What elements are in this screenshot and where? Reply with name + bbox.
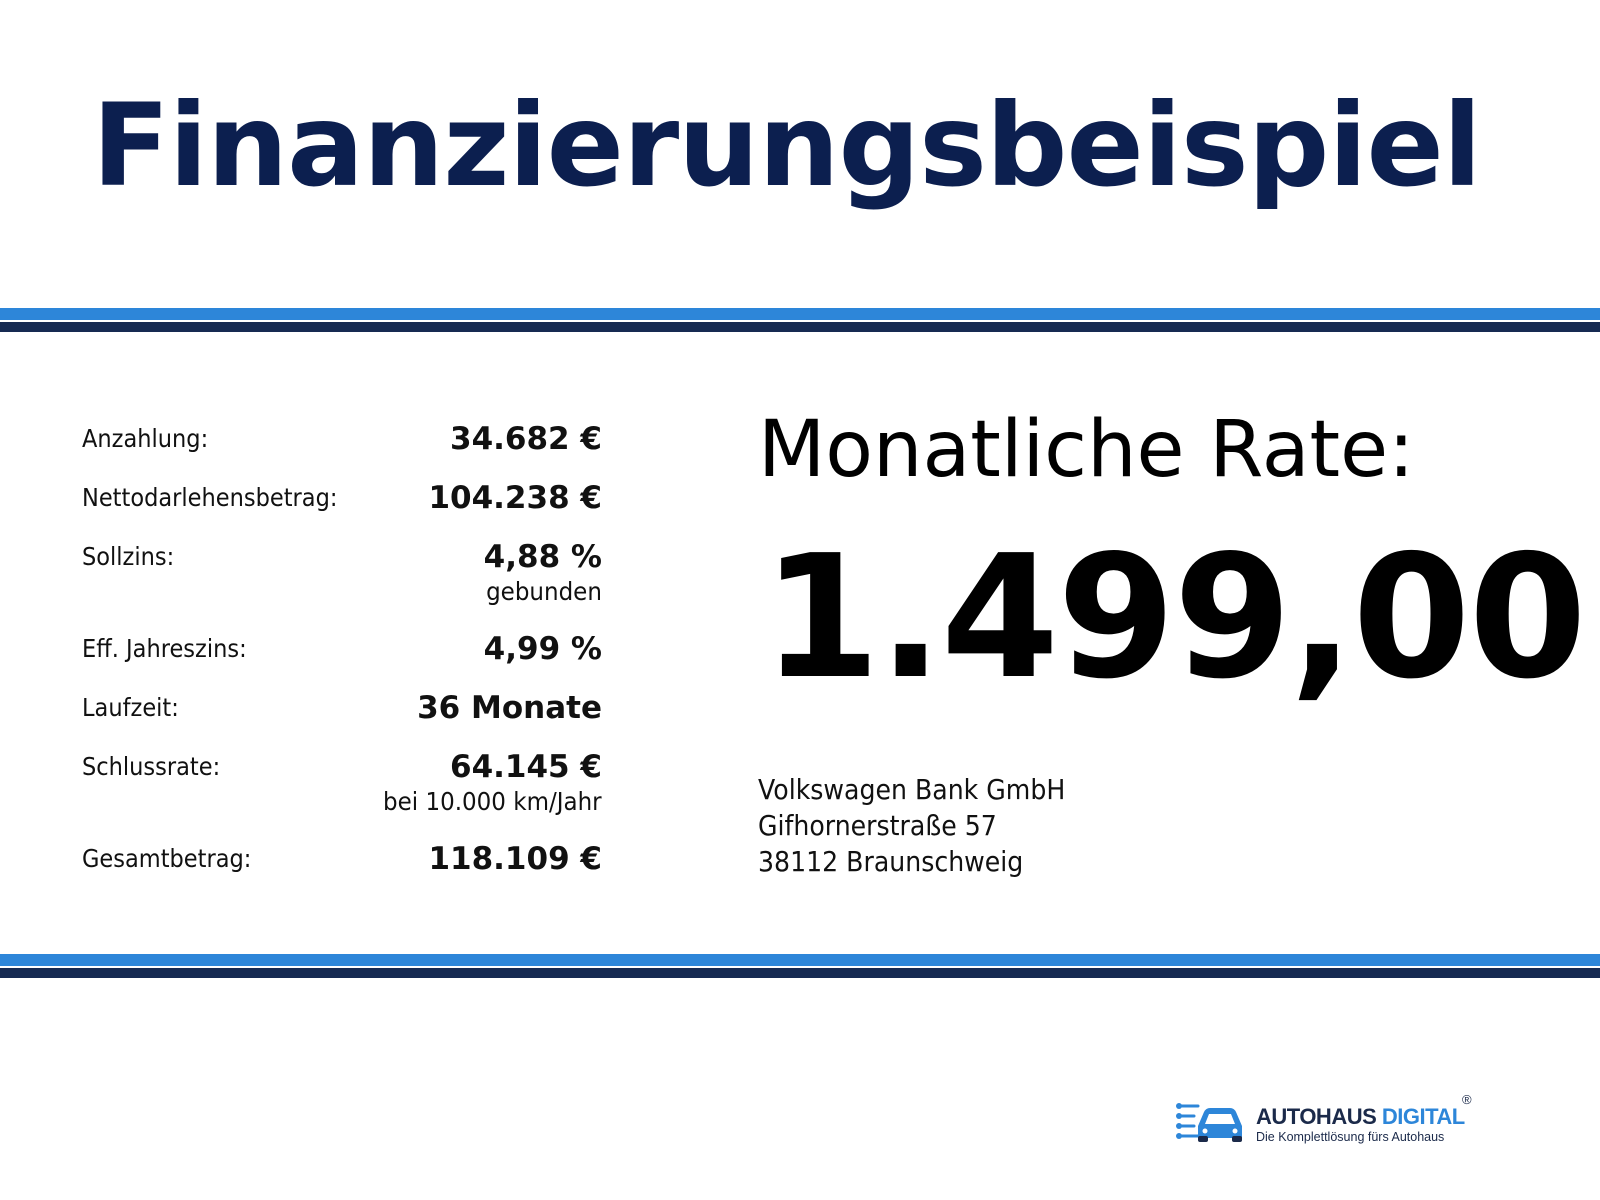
monthly-rate-heading: Monatliche Rate: xyxy=(758,405,1415,495)
term-label: Eff. Jahreszins: xyxy=(82,634,247,663)
term-row-anzahlung: Anzahlung: 34.682 € xyxy=(82,418,602,460)
term-value: 104.238 € xyxy=(428,480,602,516)
term-label: Laufzeit: xyxy=(82,693,179,722)
term-label: Schlussrate: xyxy=(82,752,221,781)
term-row-gesamtbetrag: Gesamtbetrag: 118.109 € xyxy=(82,838,602,880)
term-note: gebunden xyxy=(486,577,602,606)
monthly-rate-value: 1.499,00 xyxy=(762,519,1587,717)
term-value: 4,88 % xyxy=(483,539,602,575)
bank-street: Gifhornerstraße 57 xyxy=(758,809,997,842)
brand-tagline: Die Komplettlösung fürs Autohaus xyxy=(1256,1130,1445,1144)
brand-logo: AUTOHAUS DIGITAL ® Die Komplettlösung fü… xyxy=(1174,1092,1474,1152)
term-value: 4,99 % xyxy=(483,631,602,667)
term-row-schlussrate: Schlussrate: 64.145 € bei 10.000 km/Jahr xyxy=(82,746,602,816)
registered-mark: ® xyxy=(1462,1092,1472,1107)
term-row-sollzins: Sollzins: 4,88 % gebunden xyxy=(82,536,602,606)
term-label: Anzahlung: xyxy=(82,424,209,453)
bottom-divider-light xyxy=(0,954,1600,966)
term-note: bei 10.000 km/Jahr xyxy=(383,787,602,816)
term-label: Gesamtbetrag: xyxy=(82,844,252,873)
term-value: 34.682 € xyxy=(450,421,602,457)
bank-city: 38112 Braunschweig xyxy=(758,845,1024,878)
page-title: Finanzierungsbeispiel xyxy=(92,79,1482,212)
term-value: 118.109 € xyxy=(428,841,602,877)
car-circuit-icon xyxy=(1176,1103,1242,1142)
term-label: Nettodarlehensbetrag: xyxy=(82,483,338,512)
term-value: 64.145 € xyxy=(450,749,602,785)
term-value: 36 Monate xyxy=(417,690,602,726)
term-row-laufzeit: Laufzeit: 36 Monate xyxy=(82,687,602,729)
top-divider-dark xyxy=(0,322,1600,332)
brand-name: AUTOHAUS DIGITAL xyxy=(1256,1104,1465,1129)
term-label: Sollzins: xyxy=(82,542,175,571)
term-row-eff-jahreszins: Eff. Jahreszins: 4,99 % xyxy=(82,628,602,670)
bank-name: Volkswagen Bank GmbH xyxy=(758,773,1066,806)
top-divider-light xyxy=(0,308,1600,320)
term-row-nettodarlehensbetrag: Nettodarlehensbetrag: 104.238 € xyxy=(82,477,602,519)
bottom-divider-dark xyxy=(0,968,1600,978)
bank-address: Volkswagen Bank GmbH Gifhornerstraße 57 … xyxy=(758,772,1065,880)
financing-terms: Anzahlung: 34.682 € Nettodarlehensbetrag… xyxy=(82,418,602,880)
